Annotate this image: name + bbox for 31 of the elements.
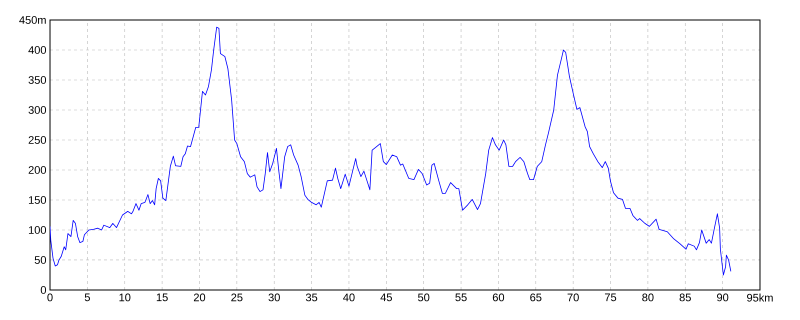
x-tick-label: 45	[380, 294, 392, 302]
y-tick-label: 250	[28, 136, 46, 144]
x-tick-label: 0	[47, 294, 53, 302]
x-tick-label: 50	[418, 294, 430, 302]
x-tick-label: 55	[455, 294, 467, 302]
y-tick-label: 400	[28, 46, 46, 54]
y-tick-label: 0	[40, 286, 46, 294]
x-tick-label: 5	[84, 294, 90, 302]
x-tick-label: 40	[343, 294, 355, 302]
x-tick-label: 95km	[747, 294, 773, 302]
x-tick-label: 75	[604, 294, 616, 302]
x-tick-label: 25	[231, 294, 242, 302]
x-tick-label: 60	[492, 294, 504, 302]
y-tick-label: 150	[28, 196, 46, 204]
x-tick-label: 85	[680, 294, 691, 302]
x-tick-label: 30	[268, 294, 280, 302]
x-tick-label: 35	[306, 294, 318, 302]
y-tick-label: 300	[28, 106, 46, 114]
x-tick-label: 80	[642, 294, 654, 302]
x-tick-label: 10	[119, 294, 130, 302]
x-tick-label: 20	[194, 294, 206, 302]
y-tick-label: 50	[34, 256, 46, 264]
y-tick-label: 100	[28, 226, 46, 234]
line-series	[50, 26, 732, 276]
x-tick-label: 70	[568, 294, 579, 302]
x-tick-label: 90	[717, 294, 728, 302]
y-tick-label: 350	[28, 76, 46, 84]
x-tick-label: 65	[530, 294, 542, 302]
y-tick-label: 450m	[19, 16, 46, 24]
x-tick-label: 15	[156, 294, 168, 302]
y-tick-label: 200	[28, 166, 46, 174]
